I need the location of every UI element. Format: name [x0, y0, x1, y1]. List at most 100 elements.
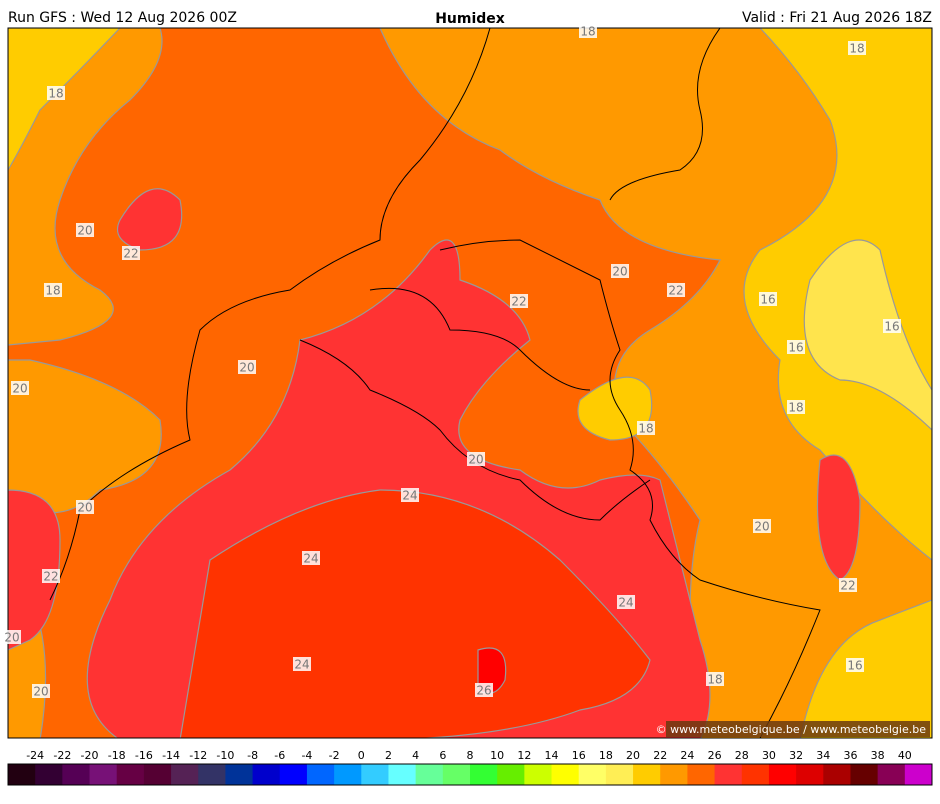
colorbar-tick-label: -4 [301, 749, 312, 762]
color-swatch [660, 764, 688, 785]
contour-label-box [3, 630, 21, 644]
map-frame [7, 27, 933, 739]
colorbar-tick-label: 0 [358, 749, 365, 762]
contour-label-box [302, 551, 320, 565]
colorbar-tick-label: 32 [789, 749, 803, 762]
contour-label-box [787, 400, 805, 414]
contour-label-box [76, 500, 94, 514]
colorbar-frame [7, 763, 933, 786]
color-swatch [198, 764, 226, 785]
contour-label-box [11, 381, 29, 395]
contour-label: 22 [123, 247, 138, 261]
colorbar-tick-label: 16 [572, 749, 586, 762]
colorbar-tick-label: -20 [81, 749, 99, 762]
humidex-field [8, 28, 932, 738]
contour-label: 24 [303, 552, 318, 566]
colorbar-tick-label: -16 [135, 749, 153, 762]
color-swatch [306, 764, 335, 785]
contour-label: 18 [48, 87, 63, 101]
color-swatch [741, 764, 770, 785]
contour-label: 16 [884, 320, 899, 334]
colorbar-tick-label: -22 [53, 749, 71, 762]
color-swatch [35, 764, 63, 785]
colorbar-tick-label: -10 [216, 749, 234, 762]
contour-label: 20 [77, 224, 92, 238]
contour-labels: 18 18 18 20 22 18 20 22 22 16 16 16 20 20 18 18 20 24 20 20… [3, 24, 901, 699]
colorbar-tick-label: 6 [439, 749, 446, 762]
contour-label-box [617, 595, 635, 609]
colorbar-tick-label: -8 [247, 749, 258, 762]
color-swatch [687, 764, 716, 785]
color-swatch [850, 764, 879, 785]
colorbar-tick-label: -18 [108, 749, 126, 762]
colorbar-tick-label: 24 [680, 749, 694, 762]
color-swatch [605, 764, 634, 785]
contour-label-box [475, 683, 493, 697]
color-swatch [334, 764, 362, 785]
contour-label: 22 [840, 579, 855, 593]
colorbar-tick-label: -14 [162, 749, 180, 762]
color-swatch [62, 764, 91, 785]
colorbar-tick-label: 12 [517, 749, 531, 762]
color-swatch [252, 764, 281, 785]
contour-label: 24 [402, 489, 417, 503]
contour-label-box [848, 41, 866, 55]
color-swatch [143, 764, 172, 785]
color-swatch [497, 764, 525, 785]
color-swatch [768, 764, 797, 785]
valid-info: Valid : Fri 21 Aug 2026 18Z [742, 10, 932, 26]
color-swatch [89, 764, 118, 785]
colorbar-tick-label: 4 [412, 749, 419, 762]
contour-label-box [44, 283, 62, 297]
color-swatch [361, 764, 389, 785]
color-swatch [796, 764, 824, 785]
color-swatch [877, 764, 906, 785]
color-swatch [8, 764, 36, 785]
contour-label-box [611, 264, 629, 278]
colorbar-tick-label: -24 [26, 749, 44, 762]
contour-label-box [787, 340, 805, 354]
contour-label: 24 [618, 596, 633, 610]
contour-label-box [883, 319, 901, 333]
contour-label-box [667, 283, 685, 297]
contour-label: 22 [43, 570, 58, 584]
colorbar-tick-label: 18 [599, 749, 613, 762]
color-swatch [415, 764, 444, 785]
colorbar-tick-label: 10 [490, 749, 504, 762]
contour-label-box [759, 292, 777, 306]
contour-label: 20 [754, 520, 769, 534]
contour-label-box [122, 246, 140, 260]
contour-label: 22 [668, 284, 683, 298]
colorbar-tick-label: 30 [762, 749, 776, 762]
contour-label: 18 [788, 401, 803, 415]
contour-label: 18 [707, 673, 722, 687]
contour-label-box [510, 294, 528, 308]
contour-label-box [76, 223, 94, 237]
colorbar-tick-label: -12 [189, 749, 207, 762]
contour-label: 20 [4, 631, 19, 645]
contour-label-box [238, 360, 256, 374]
credit: © www.meteobelgique.be / www.meteobelgie… [656, 723, 927, 736]
color-swatch [633, 764, 661, 785]
contour-label: 22 [511, 295, 526, 309]
contour-label-box [293, 657, 311, 671]
contour-label: 26 [476, 684, 491, 698]
contour-label-box [47, 86, 65, 100]
color-swatch [470, 764, 498, 785]
contour-label-box [401, 488, 419, 502]
contour-label: 18 [580, 25, 595, 39]
contour-label: 16 [760, 293, 775, 307]
contour-label: 18 [638, 422, 653, 436]
colorbar-tick-label: 26 [708, 749, 722, 762]
contour-label-box [579, 24, 597, 38]
contour-label: 18 [45, 284, 60, 298]
color-swatch [904, 764, 933, 785]
color-swatch [442, 764, 471, 785]
colorbar-tick-label: -2 [329, 749, 340, 762]
contour-label: 20 [239, 361, 254, 375]
color-swatch [225, 764, 254, 785]
map-title: Humidex [435, 11, 505, 27]
contour-label-box [846, 658, 864, 672]
